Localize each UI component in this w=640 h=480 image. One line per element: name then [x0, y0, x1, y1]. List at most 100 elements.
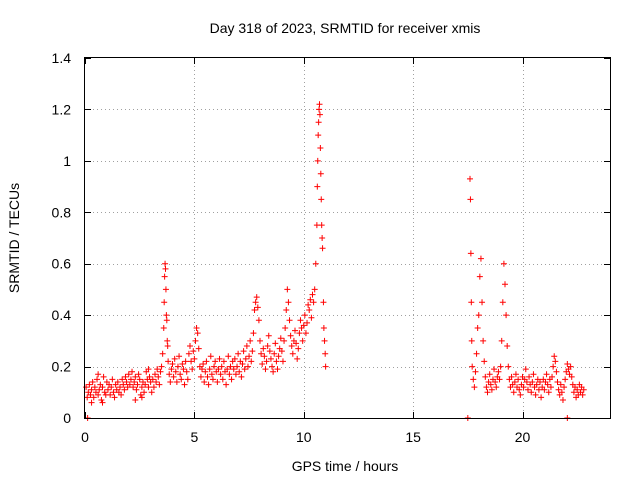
data-point: [152, 371, 158, 378]
data-point: [182, 358, 189, 365]
data-point: [148, 389, 155, 396]
data-point: [263, 358, 270, 365]
data-point: [283, 307, 290, 313]
data-point: [322, 350, 329, 357]
data-point: [226, 371, 233, 378]
data-point: [120, 381, 127, 388]
data-point: [159, 350, 166, 357]
y-tick-label: 0.6: [52, 256, 72, 272]
data-point: [136, 376, 143, 383]
data-point: [206, 366, 213, 373]
data-point: [121, 386, 128, 393]
data-point: [157, 368, 164, 375]
data-point: [288, 343, 295, 349]
data-point: [317, 170, 324, 177]
data-point: [278, 348, 285, 355]
data-point: [476, 273, 483, 280]
data-point: [99, 384, 106, 391]
data-point: [512, 371, 519, 378]
data-point: [316, 106, 323, 113]
data-point: [296, 330, 303, 337]
data-point: [306, 307, 313, 313]
data-point: [162, 286, 169, 293]
data-point: [312, 260, 319, 267]
data-point: [308, 314, 315, 321]
data-point: [189, 366, 196, 373]
data-point: [471, 384, 478, 391]
data-point: [242, 355, 249, 362]
data-point: [487, 381, 494, 388]
data-point: [192, 337, 199, 344]
data-point: [255, 317, 262, 324]
y-axis-title: SRMTID / TECUs: [6, 183, 22, 293]
data-point: [574, 386, 581, 393]
data-point: [132, 373, 139, 380]
data-point: [243, 343, 250, 349]
data-point: [275, 353, 282, 360]
data-point: [131, 379, 138, 385]
grid-lines: [85, 58, 610, 418]
data-point: [161, 273, 168, 280]
data-point: [117, 384, 123, 391]
data-point: [302, 330, 309, 337]
data-point: [300, 322, 307, 329]
data-point: [236, 368, 243, 375]
data-point: [127, 376, 134, 383]
data-point: [91, 384, 98, 391]
data-point: [551, 353, 558, 360]
data-point: [528, 389, 535, 396]
data-point: [320, 325, 327, 331]
data-point: [558, 389, 565, 396]
data-point: [309, 291, 316, 298]
data-point: [495, 368, 502, 375]
data-point: [281, 337, 288, 344]
data-point: [469, 363, 476, 370]
data-point: [260, 345, 267, 352]
data-point: [164, 343, 171, 349]
data-point: [470, 376, 477, 383]
data-point: [294, 355, 301, 362]
data-point: [267, 355, 274, 362]
data-point: [101, 389, 108, 396]
data-point: [508, 373, 515, 380]
data-point: [98, 397, 105, 403]
data-point: [553, 368, 560, 375]
data-point: [94, 376, 101, 383]
data-point: [216, 355, 223, 362]
data-point: [502, 281, 508, 288]
data-point: [486, 371, 493, 378]
data-point: [545, 389, 552, 396]
y-tick-label: 0.2: [52, 359, 72, 375]
data-point: [498, 337, 505, 344]
data-point: [168, 366, 175, 373]
data-point: [126, 381, 133, 388]
x-tick-label: 20: [515, 429, 531, 445]
data-point: [153, 379, 160, 385]
data-point: [227, 363, 234, 370]
data-point: [155, 373, 162, 380]
data-point: [568, 373, 575, 380]
data-point: [209, 376, 216, 383]
data-point: [150, 384, 157, 391]
data-point: [254, 304, 261, 311]
data-point: [162, 260, 169, 267]
data-point: [201, 379, 208, 385]
data-point: [118, 391, 125, 398]
data-point: [564, 361, 571, 367]
data-point: [188, 358, 195, 365]
data-point: [477, 255, 484, 262]
data-point: [493, 384, 500, 391]
data-point: [287, 332, 294, 339]
data-point: [295, 345, 302, 352]
data-point: [319, 245, 326, 252]
data-point: [100, 373, 107, 380]
data-point: [562, 376, 569, 383]
data-point: [541, 386, 548, 393]
data-point: [282, 325, 289, 331]
data-point: [215, 366, 222, 373]
data-point: [110, 389, 117, 396]
data-point: [204, 373, 211, 380]
data-point: [318, 222, 325, 229]
data-point: [316, 111, 323, 118]
data-point: [248, 358, 255, 365]
